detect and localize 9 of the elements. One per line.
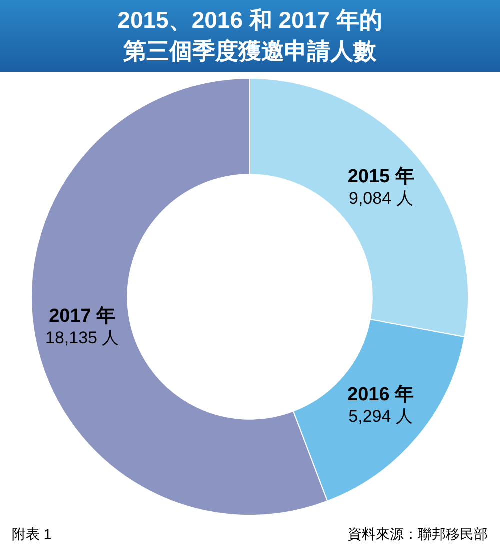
data-label: 5,294 人 <box>348 406 413 426</box>
data-label: 9,084 人 <box>348 188 414 208</box>
chart-title: 2015、2016 和 2017 年的第三個季度獲邀申請人數 <box>116 6 384 66</box>
data-label: 18,135 人 <box>46 328 120 348</box>
source-note: 資料來源：聯邦移民部 <box>348 526 488 544</box>
text: 附表 1 <box>12 526 52 544</box>
slice-label: 2017 年 <box>49 306 116 327</box>
slice-label: 2015 年 <box>348 166 414 188</box>
slice-label: 2016 年 <box>347 384 414 406</box>
